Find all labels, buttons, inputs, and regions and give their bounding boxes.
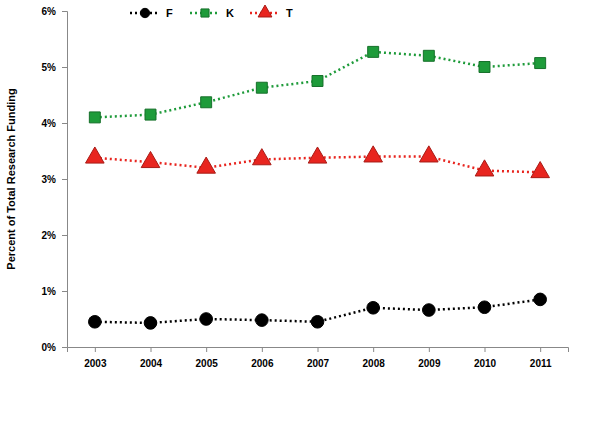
marker [534,293,547,306]
x-tick: 2003 [84,347,107,369]
marker [86,147,105,163]
marker [364,146,383,162]
y-tick-label: 0% [42,342,57,353]
y-tick-label: 1% [42,286,57,297]
x-tick: 2010 [474,347,497,369]
y-tick-mark [62,179,67,180]
x-tick: 2007 [307,347,330,369]
y-tick: 4% [42,118,67,129]
y-axis-line [62,12,68,348]
x-tick-mark [151,347,152,352]
x-tick-mark [262,347,263,352]
marker [478,301,491,314]
x-tick: 2004 [140,347,163,369]
x-tick: 2011 [530,347,552,369]
x-tick: 2009 [418,347,441,369]
x-tick-mark [95,347,96,352]
legend-entry: K [190,7,234,19]
x-tick: 2006 [251,347,274,369]
series [89,293,547,329]
x-tick-mark [540,347,541,352]
y-axis-title: Percent of Total Research Funding [5,88,17,269]
y-tick: 2% [42,230,67,241]
x-tick-label: 2011 [530,358,552,369]
legend-swatch-marker [258,5,272,17]
y-tick: 0% [42,342,67,353]
legend-swatch-marker [201,9,209,17]
y-tick-label: 3% [42,174,57,185]
marker [253,149,272,165]
y-tick-label: 6% [42,6,57,17]
x-tick-mark [485,347,486,352]
x-tick-label: 2003 [84,358,107,369]
marker [423,50,434,61]
marker [145,109,156,120]
y-tick: 5% [42,62,67,73]
y-tick-label: 5% [42,62,57,73]
x-axis: 2003 2004 2005 2006 2007 2008 2009 2010 2011 [68,347,569,369]
y-tick-label: 4% [42,118,57,129]
x-tick-mark [373,347,374,352]
marker [531,162,550,178]
x-tick-label: 2006 [251,358,274,369]
x-axis-line [68,348,569,353]
marker [197,157,216,173]
x-tick-label: 2005 [196,358,219,369]
y-tick-mark [62,347,67,348]
x-tick: 2008 [363,347,386,369]
marker [368,46,379,57]
y-tick-mark [62,291,67,292]
series [86,146,550,178]
x-tick-label: 2004 [140,358,163,369]
marker [256,314,269,327]
marker [201,97,212,108]
y-tick-mark [62,67,67,68]
marker [423,304,436,317]
x-tick-mark [429,347,430,352]
marker [308,147,327,163]
y-tick: 6% [42,6,67,17]
marker [256,82,267,93]
y-tick-label: 2% [42,230,57,241]
y-tick-mark [62,235,67,236]
x-tick-label: 2008 [363,358,386,369]
x-tick-mark [206,347,207,352]
x-tick-mark [318,347,319,352]
legend-label: F [166,7,173,19]
x-tick: 2005 [196,347,219,369]
legend-label: T [286,7,293,19]
marker [312,76,323,87]
legend-entry: F [130,7,173,19]
marker [89,315,102,328]
y-tick: 1% [42,286,67,297]
marker [144,317,157,330]
y-tick-mark [62,11,67,12]
y-axis: 0% 1% 2% 3% 4% 5% 6% [42,6,68,353]
x-tick-label: 2007 [307,358,330,369]
marker [89,112,100,123]
legend-entry: T [250,5,293,19]
legend: FKT [130,5,293,19]
marker [479,62,490,73]
marker [420,146,439,162]
y-tick: 3% [42,174,67,185]
marker [475,160,494,176]
series-line [95,52,540,118]
x-tick-label: 2010 [474,358,497,369]
marker [141,151,160,167]
marker [535,58,546,69]
legend-label: K [226,7,234,19]
marks [86,46,550,329]
x-tick-label: 2009 [418,358,441,369]
chart: 0%1%2%3%4%5%6%20032004200520062007200820… [0,0,591,428]
y-tick-mark [62,123,67,124]
legend-swatch-marker [140,8,149,17]
plot-area: 0%1%2%3%4%5%6%20032004200520062007200820… [42,6,569,369]
series [89,46,545,122]
marker [311,315,324,328]
marker [367,301,380,314]
marker [200,313,213,326]
